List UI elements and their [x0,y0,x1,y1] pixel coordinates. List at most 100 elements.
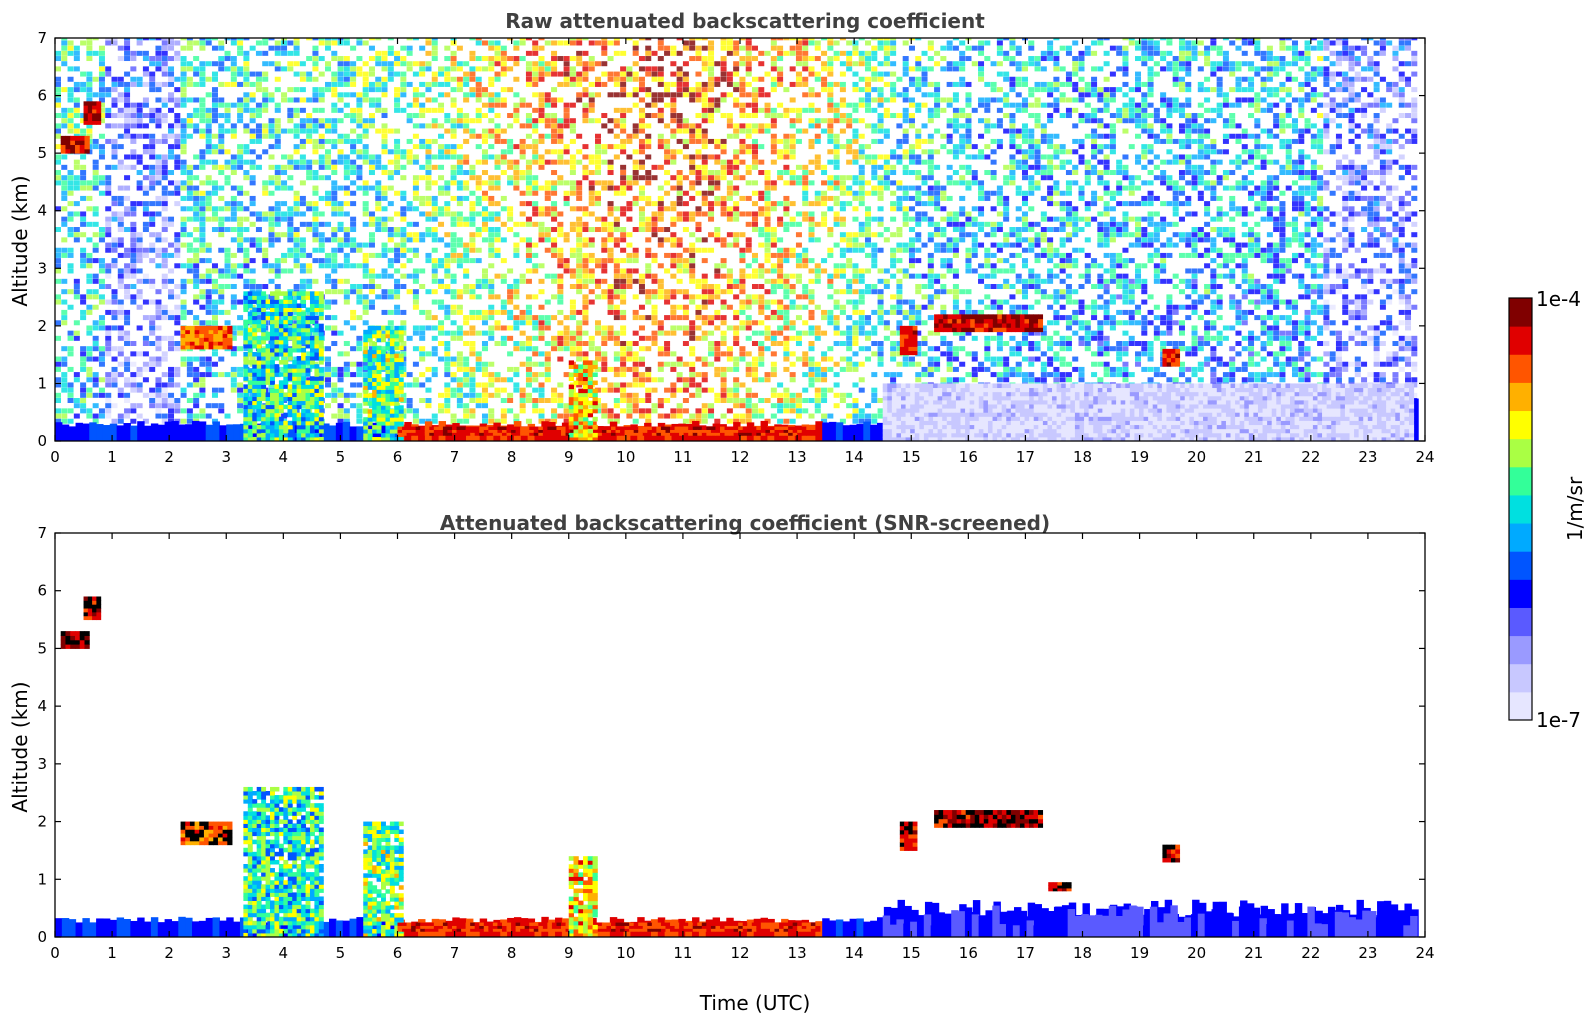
noise-cell [544,180,551,186]
noise-cell [626,366,633,372]
noise-cell [199,377,206,383]
noise-cell [481,346,488,352]
noise-cell [331,237,338,243]
noise-cell [211,92,218,98]
noise-cell [733,123,740,129]
noise-cell [544,273,551,279]
noise-cell [701,175,708,181]
noise-cell [645,346,652,352]
noise-cell [532,190,539,196]
noise-cell [444,403,451,409]
noise-cell [758,309,765,315]
noise-cell [356,71,363,77]
noise-cell [199,227,206,233]
noise-cell [98,284,105,290]
noise-cell [98,133,105,139]
noise-cell [387,227,394,233]
noise-cell [268,211,275,217]
noise-cell [381,133,388,139]
noise-cell [726,40,733,46]
noise-cell [632,180,639,186]
noise-cell [456,351,463,357]
noise-cell [456,107,463,113]
noise-cell [576,149,583,155]
noise-cell [124,38,131,41]
noise-cell [576,159,583,165]
noise-cell [544,97,551,103]
noise-cell [745,133,752,139]
noise-cell [481,418,488,424]
noise-cell [626,92,633,98]
noise-cell [745,50,752,56]
noise-cell [701,138,708,144]
noise-cell [613,40,620,46]
noise-cell [406,273,413,279]
noise-cell [481,278,488,284]
noise-cell [802,128,809,134]
noise-cell [525,71,532,77]
noise-cell [387,216,394,222]
noise-cell [362,144,369,150]
noise-cell [142,201,149,207]
noise-cell [569,227,576,233]
noise-cell [180,76,187,82]
noise-cell [193,372,200,378]
noise-cell [105,175,112,181]
noise-cell [406,61,413,67]
noise-cell [274,284,281,290]
noise-cell [783,351,790,357]
noise-cell [638,144,645,150]
noise-cell [98,76,105,82]
noise-cell [745,320,752,326]
noise-cell [525,50,532,56]
noise-cell [507,309,514,315]
noise-cell [469,118,476,124]
noise-cell [733,232,740,238]
noise-cell [287,252,294,258]
noise-cell [168,221,175,227]
noise-cell [306,71,313,77]
noise-cell [431,273,438,279]
noise-cell [281,97,288,103]
noise-cell [714,237,721,243]
noise-cell [331,372,338,378]
noise-cell [500,170,507,176]
noise-cell [714,273,721,279]
noise-cell [620,185,627,191]
noise-cell [111,242,118,248]
noise-cell [563,118,570,124]
noise-cell [481,56,488,62]
noise-cell [161,398,168,404]
noise-cell [751,330,758,336]
noise-cell [802,180,809,186]
noise-cell [758,304,765,310]
noise-cell [789,221,796,227]
noise-cell [783,164,790,170]
noise-cell [551,341,558,347]
noise-cell [325,366,332,372]
noise-cell [601,351,608,357]
noise-cell [513,382,520,388]
noise-cell [507,113,514,119]
noise-cell [86,81,93,87]
noise-cell [601,38,608,41]
noise-cell [469,325,476,331]
noise-cell [463,61,470,67]
noise-cell [777,382,784,388]
noise-cell [620,107,627,113]
noise-cell [73,278,80,284]
noise-cell [155,118,162,124]
noise-cell [525,102,532,108]
noise-cell [751,227,758,233]
noise-cell [607,325,614,331]
noise-cell [55,278,61,284]
noise-cell [205,268,212,274]
noise-cell [381,346,388,352]
noise-cell [733,330,740,336]
noise-cell [337,201,344,207]
noise-cell [368,278,375,284]
noise-cell [281,185,288,191]
noise-cell [463,268,470,274]
noise-cell [199,76,206,82]
noise-cell [105,113,112,119]
